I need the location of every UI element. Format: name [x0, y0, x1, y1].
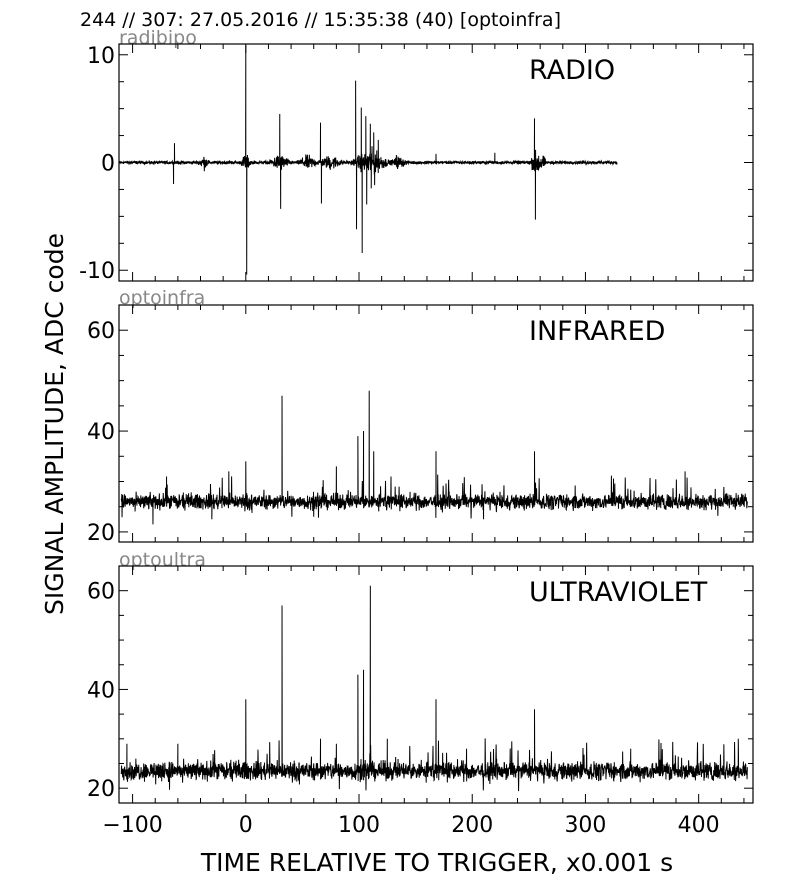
x-tick-label: 400 [678, 813, 720, 838]
y-tick-label: 60 [87, 319, 115, 344]
panel-label: INFRARED [529, 316, 665, 347]
x-tick-label: 200 [451, 813, 493, 838]
series-label: optoultra [119, 549, 206, 571]
y-tick-label: -10 [79, 259, 115, 284]
series-label: radibipo [119, 27, 197, 49]
x-tick-label: 100 [338, 813, 380, 838]
series-label: optoinfra [119, 287, 205, 309]
infrared-panel: optoinfra INFRARED 20 40 60 [87, 287, 754, 546]
y-tick-label: 20 [87, 521, 115, 546]
x-tick-label: −100 [102, 813, 162, 838]
signal-line [120, 585, 748, 792]
y-tick-label: 40 [87, 420, 115, 445]
panel-label: RADIO [529, 55, 615, 86]
y-tick-label: 0 [101, 152, 115, 177]
plot-frame [118, 565, 754, 804]
x-tick-label: 300 [564, 813, 606, 838]
y-axis-label: SIGNAL AMPLITUDE, ADC code [40, 233, 69, 615]
panel-label: ULTRAVIOLET [529, 577, 708, 608]
signal-line [119, 45, 618, 275]
ultraviolet-panel: optoultra ULTRAVIOLET −100 0 100 200 300 400 2… [87, 549, 754, 838]
plot-frame [118, 304, 754, 543]
y-tick-label: 20 [87, 777, 115, 802]
radio-panel: radibipo RADIO -10 0 10 [79, 27, 754, 284]
y-tick-label: 40 [87, 678, 115, 703]
x-axis-label: TIME RELATIVE TO TRIGGER, x0.001 s [200, 848, 673, 877]
y-tick-label: 10 [87, 44, 115, 69]
signal-line [120, 390, 748, 525]
figure-title: 244 // 307: 27.05.2016 // 15:35:38 (40) … [80, 9, 561, 31]
x-tick-label: 0 [239, 813, 253, 838]
y-tick-label: 60 [87, 580, 115, 605]
